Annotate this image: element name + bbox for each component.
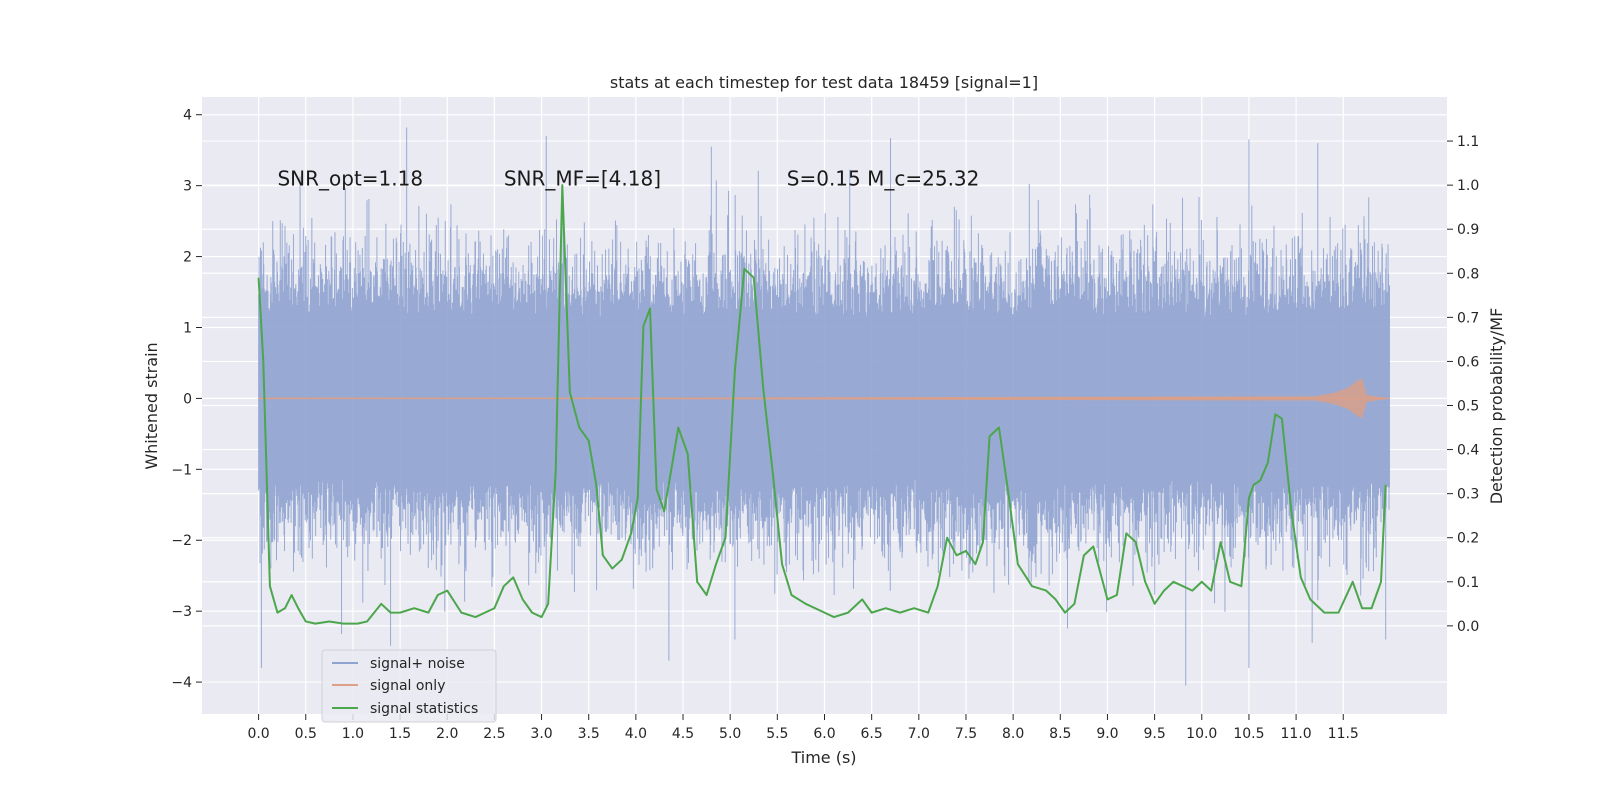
annotations: SNR_opt=1.18 SNR_MF=[4.18] S=0.15 M_c=25.3… <box>277 167 979 191</box>
y2-tick-label: 0.8 <box>1457 266 1479 282</box>
y-axis-label: Whitened strain <box>142 342 161 469</box>
signal-statistics-series <box>257 184 1387 625</box>
y2-tick-label: 0.0 <box>1457 619 1479 635</box>
y2-tick-label: 0.2 <box>1457 531 1479 547</box>
y2-tick-label: 0.4 <box>1457 443 1479 459</box>
y-tick-label: 3 <box>183 179 192 195</box>
y2-tick-label: 0.5 <box>1457 399 1479 415</box>
y2-axis-ticks: 0.0 0.1 0.2 0.3 0.4 0.5 0.6 0.7 0.8 0.9 1.0 1.1 <box>1447 134 1479 635</box>
x-axis-label: Time (s) <box>790 748 856 767</box>
x-axis-ticks: 0.0 0.5 1.0 1.5 2.0 2.5 3.0 3.5 4.0 4.5 5.0 5.5 6.0 6… <box>247 714 1359 742</box>
x-tick-label: 6.5 <box>861 726 883 742</box>
annotation-text: SNR_MF=[4.18] <box>504 167 661 191</box>
y2-tick-label: 0.3 <box>1457 487 1479 503</box>
legend-box <box>321 649 497 723</box>
x-tick-label: 6.0 <box>813 726 835 742</box>
x-tick-label: 4.5 <box>672 726 694 742</box>
x-tick-label: 3.0 <box>530 726 552 742</box>
legend: signal+ noise signal only signal statist… <box>321 649 497 723</box>
y-tick-label: 4 <box>183 108 192 124</box>
x-tick-label: 8.0 <box>1002 726 1024 742</box>
annotation-text: SNR_opt=1.18 <box>277 167 423 191</box>
y-tick-label: −1 <box>171 462 192 478</box>
x-tick-label: 7.5 <box>955 726 977 742</box>
x-tick-label: 5.5 <box>766 726 788 742</box>
legend-entry-signal-statistics: signal statistics <box>370 701 478 717</box>
y2-tick-label: 0.1 <box>1457 575 1479 591</box>
chart-title: stats at each timestep for test data 184… <box>610 73 1038 92</box>
signal-statistics-line <box>257 184 1387 625</box>
x-tick-label: 8.5 <box>1049 726 1071 742</box>
y-tick-label: 2 <box>183 250 192 266</box>
y2-axis-label: Detection probability/MF <box>1487 308 1506 505</box>
y2-tick-label: 0.6 <box>1457 354 1479 370</box>
y-tick-label: 1 <box>183 320 192 336</box>
signal-only-chirp <box>258 378 1390 419</box>
x-tick-label: 10.0 <box>1186 726 1217 742</box>
x-tick-label: 4.0 <box>625 726 647 742</box>
signal-only-series <box>258 378 1390 419</box>
y-tick-label: −4 <box>171 675 192 691</box>
x-tick-label: 0.0 <box>247 726 269 742</box>
x-tick-label: 10.5 <box>1233 726 1264 742</box>
y2-tick-label: 0.7 <box>1457 310 1479 326</box>
y2-tick-label: 1.1 <box>1457 134 1479 150</box>
y-tick-label: 0 <box>183 391 192 407</box>
signal-noise-series <box>258 127 1390 686</box>
y-axis-ticks: −4 −3 −2 −1 0 1 2 3 4 <box>171 108 202 691</box>
x-tick-label: 1.0 <box>342 726 364 742</box>
x-tick-label: 5.0 <box>719 726 741 742</box>
y-tick-label: −3 <box>171 604 192 620</box>
x-tick-label: 11.5 <box>1328 726 1359 742</box>
x-tick-label: 3.5 <box>578 726 600 742</box>
legend-entry-signal-only: signal only <box>370 678 445 694</box>
x-tick-label: 1.5 <box>389 726 411 742</box>
signal-noise-trace <box>258 127 1390 686</box>
x-tick-label: 11.0 <box>1281 726 1312 742</box>
y2-tick-label: 0.9 <box>1457 222 1479 238</box>
y2-tick-label: 1.0 <box>1457 178 1479 194</box>
x-tick-label: 2.5 <box>483 726 505 742</box>
annotation-text: S=0.15 M_c=25.32 <box>787 167 980 191</box>
x-tick-label: 7.0 <box>908 726 930 742</box>
x-tick-label: 9.5 <box>1143 726 1165 742</box>
x-tick-label: 0.5 <box>295 726 317 742</box>
x-tick-label: 2.0 <box>436 726 458 742</box>
legend-entry-signal-noise: signal+ noise <box>370 656 465 672</box>
y-tick-label: −2 <box>171 533 192 549</box>
x-tick-label: 9.0 <box>1096 726 1118 742</box>
